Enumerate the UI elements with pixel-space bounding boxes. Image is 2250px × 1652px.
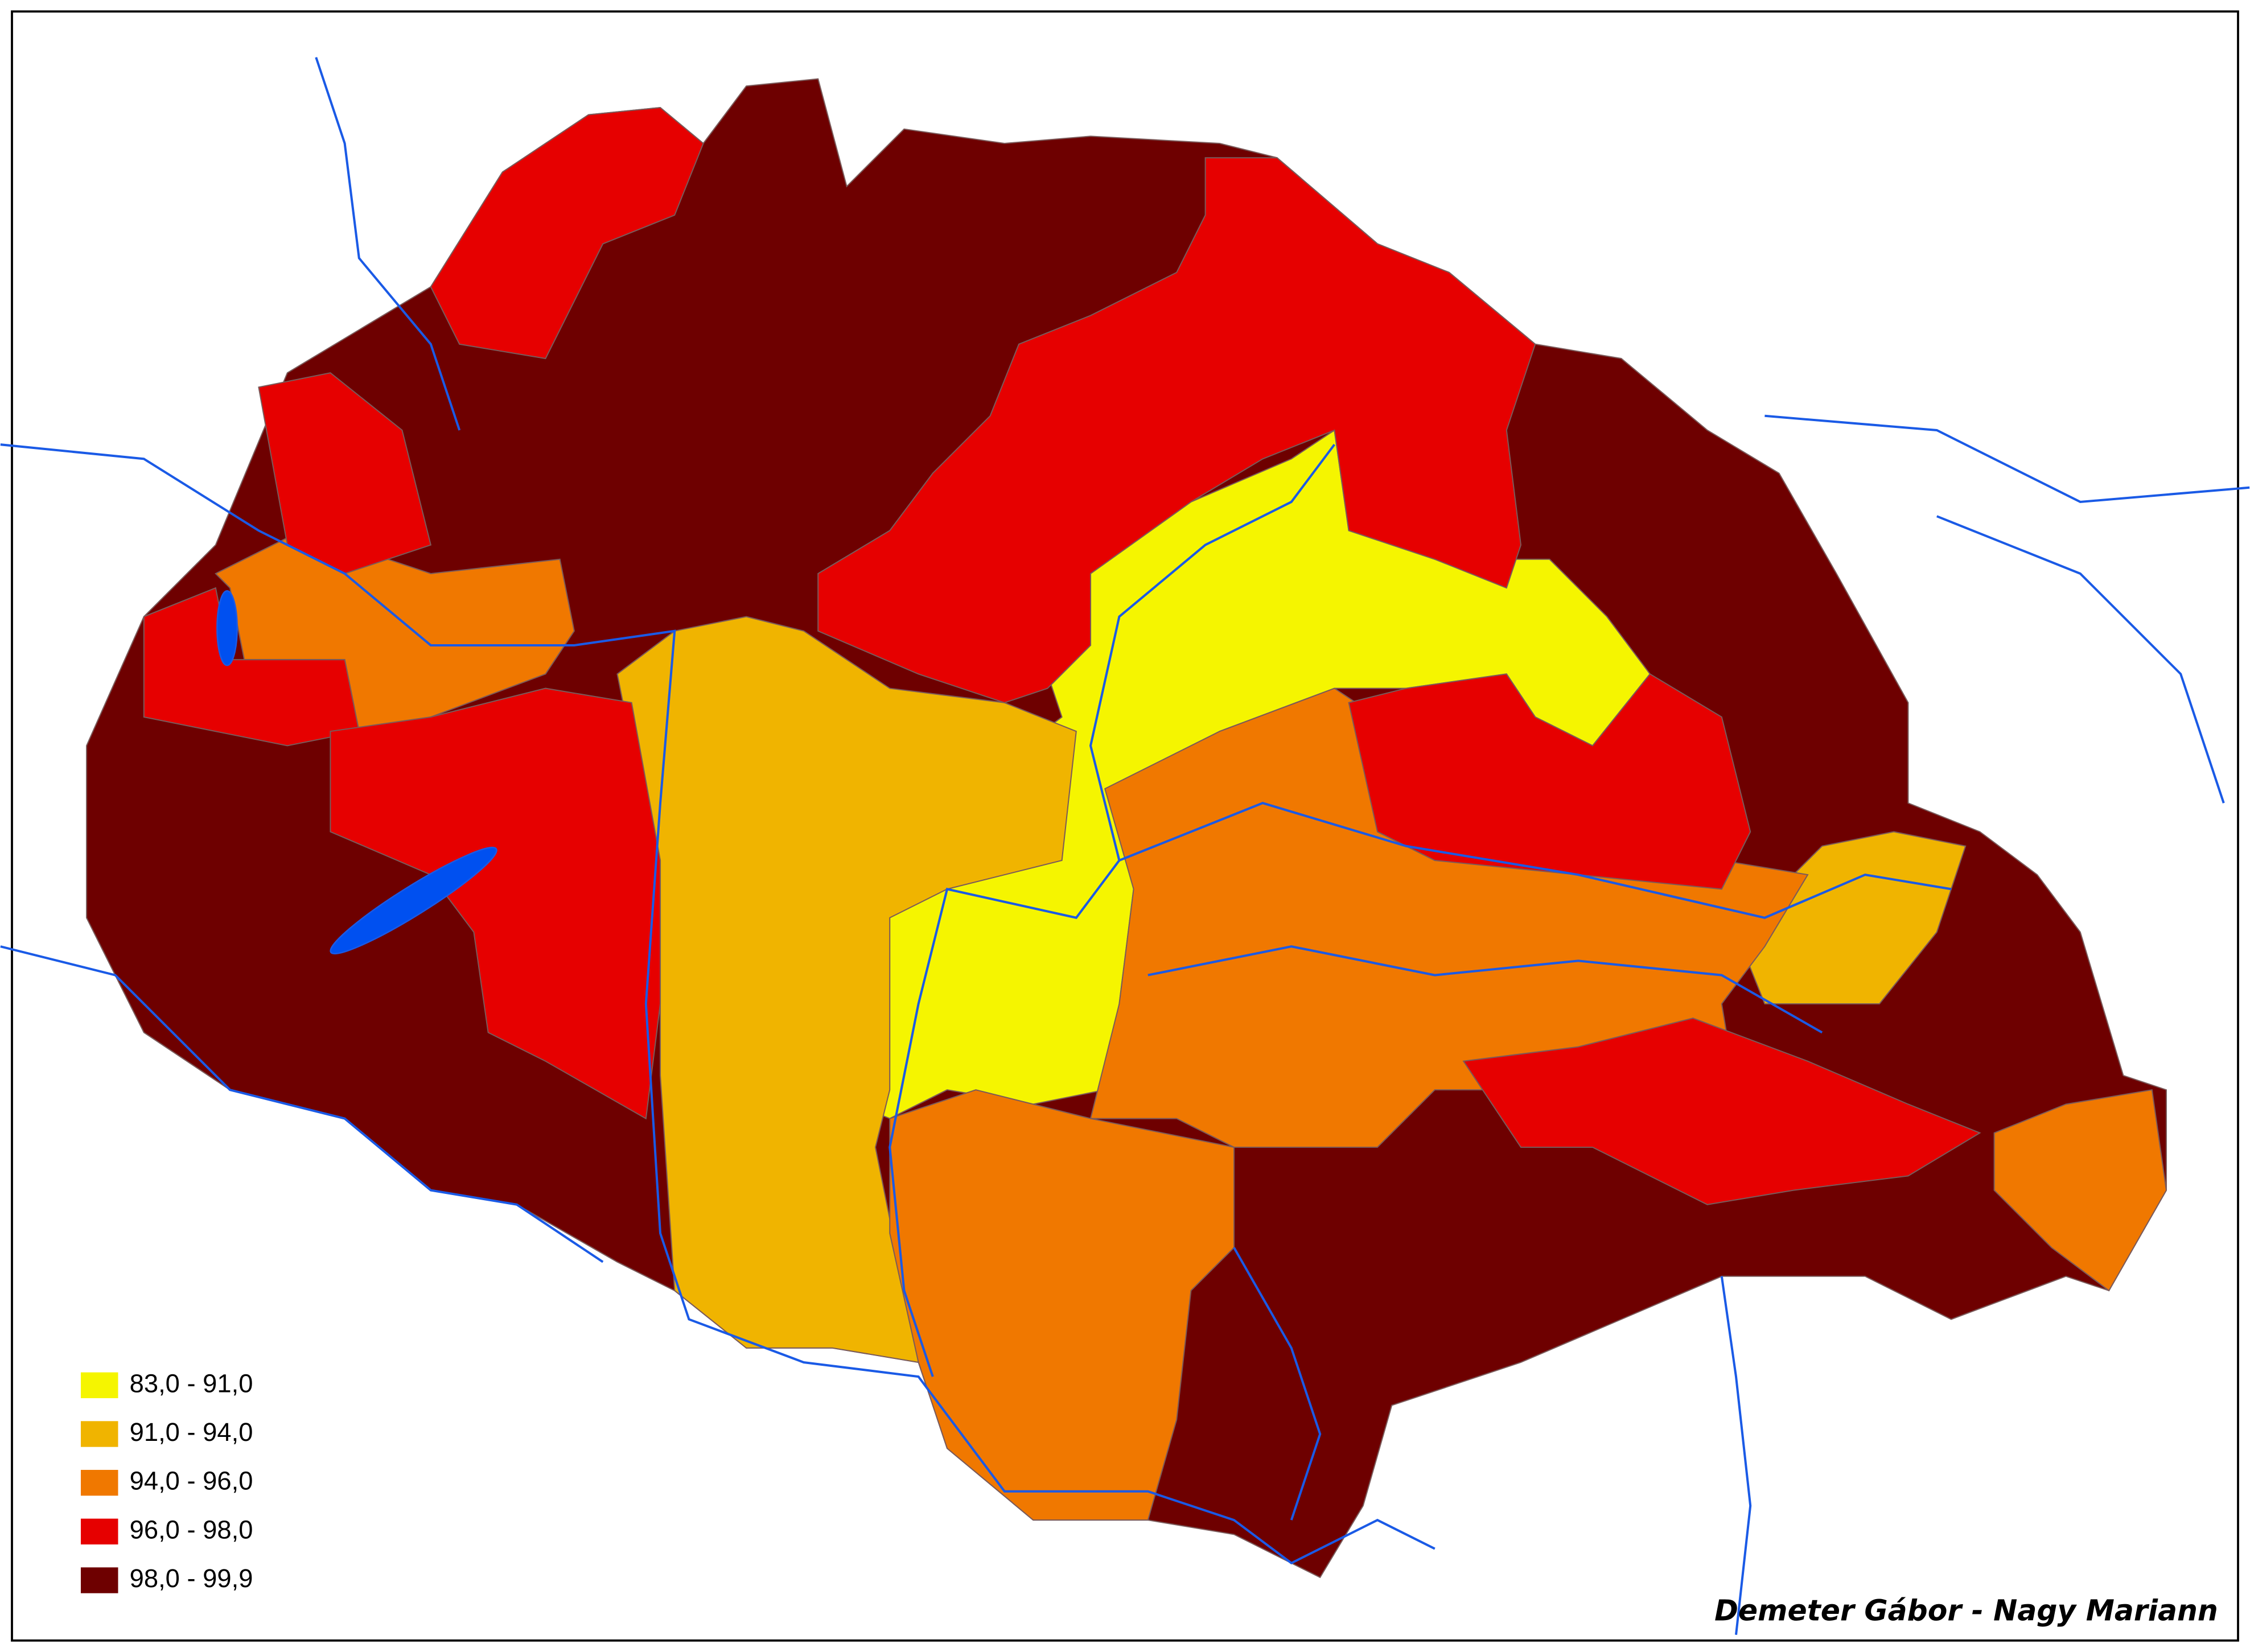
river (1720, 1276, 1752, 1635)
river (1764, 414, 2250, 504)
river (1147, 945, 1823, 1034)
legend-swatch (80, 1372, 118, 1398)
legend-label: 91,0 - 94,0 (130, 1418, 253, 1447)
region (889, 1089, 1235, 1521)
river (0, 945, 604, 1263)
lake (330, 846, 497, 955)
river (315, 57, 461, 431)
legend-label: 83,0 - 91,0 (130, 1369, 253, 1398)
lake (216, 590, 238, 666)
river (1936, 515, 2225, 804)
river (0, 443, 1435, 1565)
region (1462, 1017, 1981, 1205)
legend-swatch (80, 1518, 118, 1545)
region (1993, 1089, 2167, 1292)
legend-label: 96,0 - 98,0 (130, 1515, 253, 1544)
region (143, 587, 360, 747)
river (1118, 802, 1952, 919)
region (817, 157, 1536, 703)
river (1233, 1247, 1322, 1521)
legend-swatch (80, 1469, 118, 1496)
river (889, 443, 1336, 1377)
legend-label: 98,0 - 99,9 (130, 1564, 253, 1593)
region (1348, 673, 1751, 890)
legend: 83,0 - 91,0 91,0 - 94,0 94,0 - 96,0 96,0 - … (80, 1369, 253, 1593)
region (616, 616, 1077, 1363)
legend-label: 94,0 - 96,0 (130, 1466, 253, 1496)
legend-swatch (80, 1421, 118, 1447)
legend-swatch (80, 1567, 118, 1593)
region (215, 530, 575, 732)
credit: Demeter Gábor - Nagy Mariann (1714, 1594, 2218, 1628)
region (430, 106, 704, 360)
